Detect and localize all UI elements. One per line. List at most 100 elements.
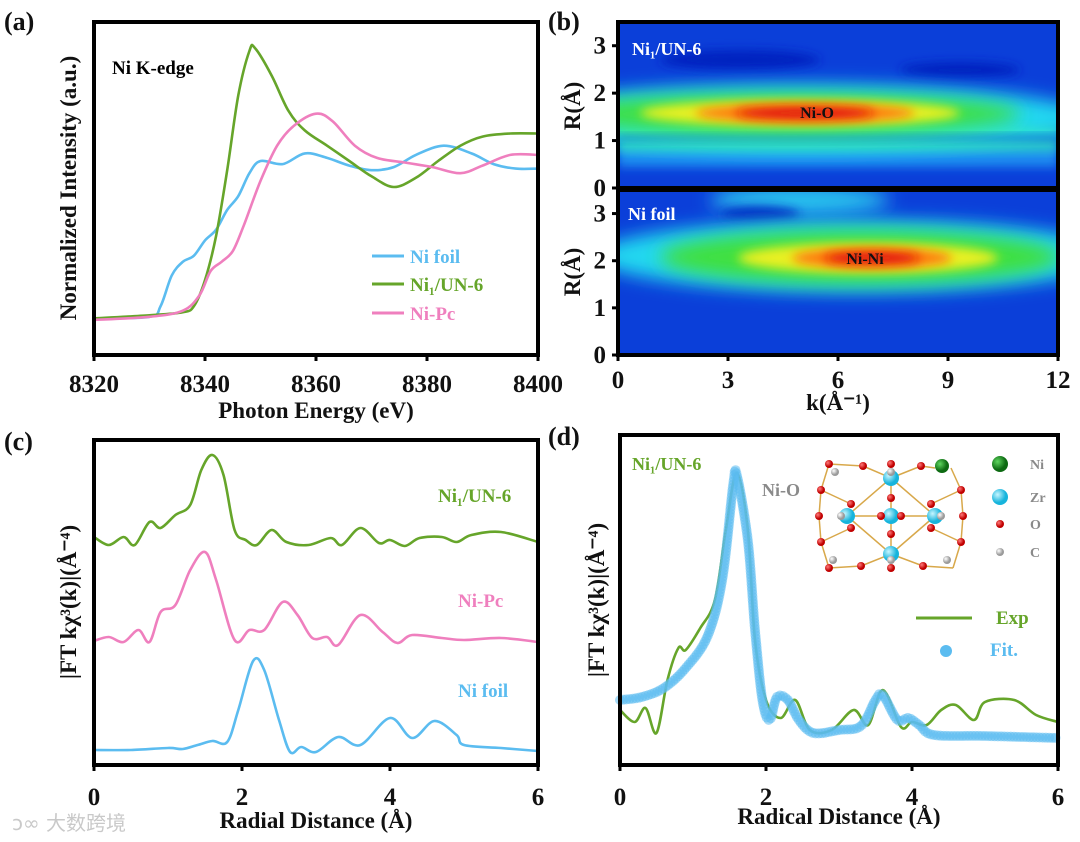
c-atom — [837, 512, 845, 520]
zr-cluster-structure-inset — [815, 459, 967, 572]
bond — [952, 541, 962, 569]
bond — [930, 489, 962, 505]
x-tick-label: 2 — [236, 784, 249, 811]
heatmap-bottom-label: Ni foil — [628, 204, 676, 224]
legend-atom-zr: Zr — [1030, 491, 1046, 506]
heatmap-ni-foil — [618, 190, 1058, 355]
bond — [890, 477, 936, 517]
x-tick-label: 0 — [612, 367, 625, 394]
o-atom — [919, 562, 927, 570]
x-tick-label: 2 — [760, 784, 773, 811]
bond — [820, 527, 852, 543]
zr-atom — [839, 508, 855, 524]
x-tick-label: 8400 — [513, 371, 563, 398]
x-axis-label-d: Radical Distance (Å) — [737, 804, 940, 829]
o-atom — [887, 564, 895, 572]
legend-label-ni-foil: Ni foil — [410, 247, 460, 268]
x-axis-label-a: Photon Energy (eV) — [218, 398, 413, 423]
panel-c-frame — [92, 438, 540, 767]
legend-label-ni-pc: Ni-Pc — [410, 304, 455, 325]
o-atom — [877, 512, 885, 520]
x-axis-label-c: Radial Distance (Å) — [220, 808, 413, 833]
o-atom — [817, 538, 825, 546]
peak-label-ni-o: Ni-O — [800, 105, 834, 122]
zr-atom — [883, 470, 899, 486]
edge-annotation: Ni K-edge — [112, 58, 194, 79]
panel-d-frame — [618, 433, 1060, 767]
zr-atom — [883, 546, 899, 562]
watermark-text: 大数跨境 — [46, 811, 126, 835]
legend-atom-c-icon — [996, 548, 1004, 556]
panel-label-c: (c) — [4, 427, 33, 456]
bond — [818, 515, 822, 543]
y-tick-label: 0 — [594, 342, 607, 369]
bond — [820, 463, 830, 491]
bond — [818, 489, 822, 517]
x-tick-label: 8380 — [402, 371, 452, 398]
panel-c-ft-exafs: Ni₁/UN-6 Ni-Pc Ni foil Radial Distance (… — [12, 438, 544, 835]
series-line-ni-foil — [93, 656, 539, 755]
o-atom — [957, 486, 965, 494]
legend-atom-ni: Ni — [1030, 458, 1044, 473]
series-label-ni-foil: Ni foil — [458, 681, 508, 702]
c-atom — [831, 468, 839, 476]
y-axis-label-b-bottom: R(Å) — [560, 248, 585, 297]
heatmap-top-label: Ni₁/UN-6 — [632, 39, 701, 59]
y-axis-label-c: |FT kχ³(k)|(Å⁻⁴) — [56, 525, 81, 679]
o-atom — [887, 460, 895, 468]
o-atom — [825, 460, 833, 468]
o-atom — [857, 562, 865, 570]
heatmap-ni1-un6 — [618, 22, 1058, 188]
x-tick-label: 4 — [384, 784, 397, 811]
fit-guide — [620, 470, 1058, 738]
peak-label-d: Ni-O — [762, 480, 800, 500]
panel-label-a: (a) — [4, 7, 34, 36]
sample-label-d: Ni₁/UN-6 — [632, 454, 701, 474]
legend-atom-o: O — [1030, 518, 1041, 533]
x-tick-label: 0 — [614, 784, 627, 811]
o-atom — [927, 500, 935, 508]
bond — [828, 463, 864, 467]
inset-atom-legend: Ni Zr O C — [992, 456, 1046, 561]
y-tick-label: 2 — [594, 248, 607, 275]
y-tick-label: 3 — [594, 33, 607, 60]
watermark-icon: ↄ∞ — [12, 811, 46, 835]
x-tick-label: 0 — [88, 784, 101, 811]
series-label-ni-pc: Ni-Pc — [458, 591, 503, 612]
legend-atom-c: C — [1030, 546, 1040, 561]
bond — [960, 515, 964, 543]
panel-d-fit: Ni₁/UN-6 Ni-O Ni Zr O C Exp Fit. Radical… — [584, 433, 1064, 829]
y-tick-label: 2 — [594, 80, 607, 107]
x-tick-label: 8320 — [69, 371, 119, 398]
c-atom — [943, 556, 951, 564]
legend-atom-zr-icon — [992, 489, 1008, 505]
x-tick-label: 9 — [942, 367, 955, 394]
x-tick-label: 6 — [832, 367, 845, 394]
o-atom — [859, 462, 867, 470]
legend-label-fit: Fit. — [990, 640, 1018, 661]
peak-label-ni-ni: Ni-Ni — [846, 251, 884, 268]
series-line-exp — [619, 471, 1059, 735]
legend-label-ni1-un6: Ni₁/UN-6 — [410, 275, 483, 296]
x-tick-label: 12 — [1046, 367, 1071, 394]
o-atom — [815, 512, 823, 520]
bond — [820, 489, 852, 505]
bond — [828, 565, 862, 569]
c-atom — [887, 556, 895, 564]
legend-label-exp: Exp — [996, 608, 1029, 629]
x-tick-label: 4 — [906, 784, 919, 811]
series-line-ni-pc — [93, 112, 539, 322]
o-atom — [887, 530, 895, 538]
x-tick-label: 8360 — [291, 371, 341, 398]
legend-atom-ni-icon — [992, 456, 1008, 472]
o-atom — [959, 512, 967, 520]
y-axis-label-a: Normalized Intensity (a.u.) — [56, 56, 81, 320]
x-tick-label: 3 — [722, 367, 735, 394]
bond — [950, 467, 962, 491]
panel-label-d: (d) — [548, 422, 580, 451]
zr-atom — [883, 508, 899, 524]
bond — [922, 565, 954, 569]
bond — [960, 489, 964, 517]
x-axis-label-b: k(Å⁻¹) — [806, 390, 870, 415]
